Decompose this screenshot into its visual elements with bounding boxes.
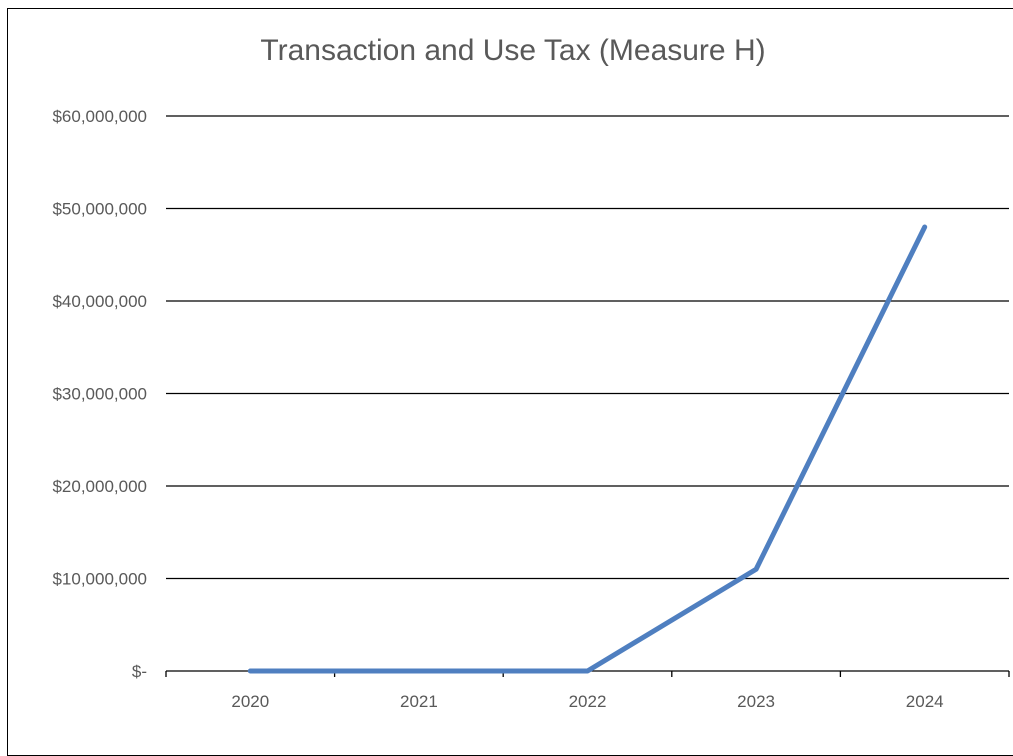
chart-title: Transaction and Use Tax (Measure H) bbox=[260, 34, 765, 67]
x-tick-label: 2024 bbox=[906, 692, 944, 711]
y-tick-label: $40,000,000 bbox=[52, 292, 147, 311]
y-tick-label: $30,000,000 bbox=[52, 385, 147, 404]
series-line bbox=[250, 227, 924, 671]
y-tick-label: $50,000,000 bbox=[52, 200, 147, 219]
y-tick-label: $10,000,000 bbox=[52, 570, 147, 589]
y-axis-tick-labels: $- $10,000,000 $20,000,000 $30,000,000 $40,0… bbox=[52, 107, 147, 681]
gridlines bbox=[166, 116, 1009, 579]
x-tick-label: 2022 bbox=[569, 692, 607, 711]
y-tick-label: $- bbox=[132, 662, 147, 681]
x-tick-label: 2021 bbox=[400, 692, 438, 711]
series-layer bbox=[250, 227, 924, 671]
x-tick-label: 2023 bbox=[737, 692, 775, 711]
x-tick-label: 2020 bbox=[231, 692, 269, 711]
y-tick-label: $60,000,000 bbox=[52, 107, 147, 126]
x-axis-tick-labels: 2020 2021 2022 2023 2024 bbox=[231, 692, 943, 711]
y-tick-label: $20,000,000 bbox=[52, 477, 147, 496]
